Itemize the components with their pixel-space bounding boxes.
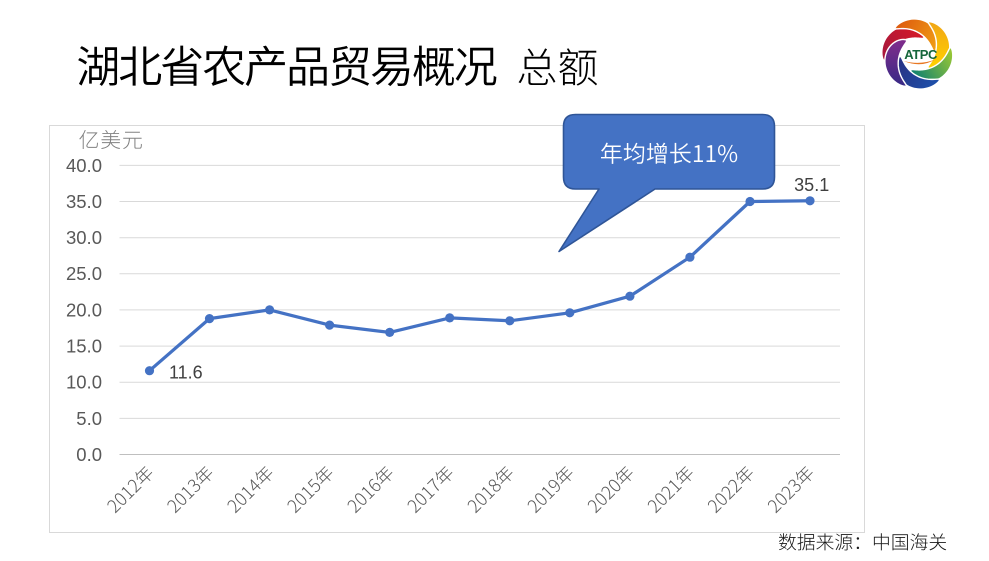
svg-text:25.0: 25.0 xyxy=(66,263,102,284)
svg-text:10.0: 10.0 xyxy=(66,372,102,393)
svg-text:0.0: 0.0 xyxy=(76,444,102,465)
svg-text:35.1: 35.1 xyxy=(794,175,829,195)
svg-text:40.0: 40.0 xyxy=(66,155,102,176)
svg-text:20.0: 20.0 xyxy=(66,299,102,320)
svg-text:11.6: 11.6 xyxy=(169,363,203,383)
svg-text:5.0: 5.0 xyxy=(76,408,102,429)
svg-text:30.0: 30.0 xyxy=(66,227,102,248)
svg-text:15.0: 15.0 xyxy=(66,336,102,357)
svg-text:ATPC: ATPC xyxy=(904,47,938,62)
svg-text:35.0: 35.0 xyxy=(66,191,102,212)
